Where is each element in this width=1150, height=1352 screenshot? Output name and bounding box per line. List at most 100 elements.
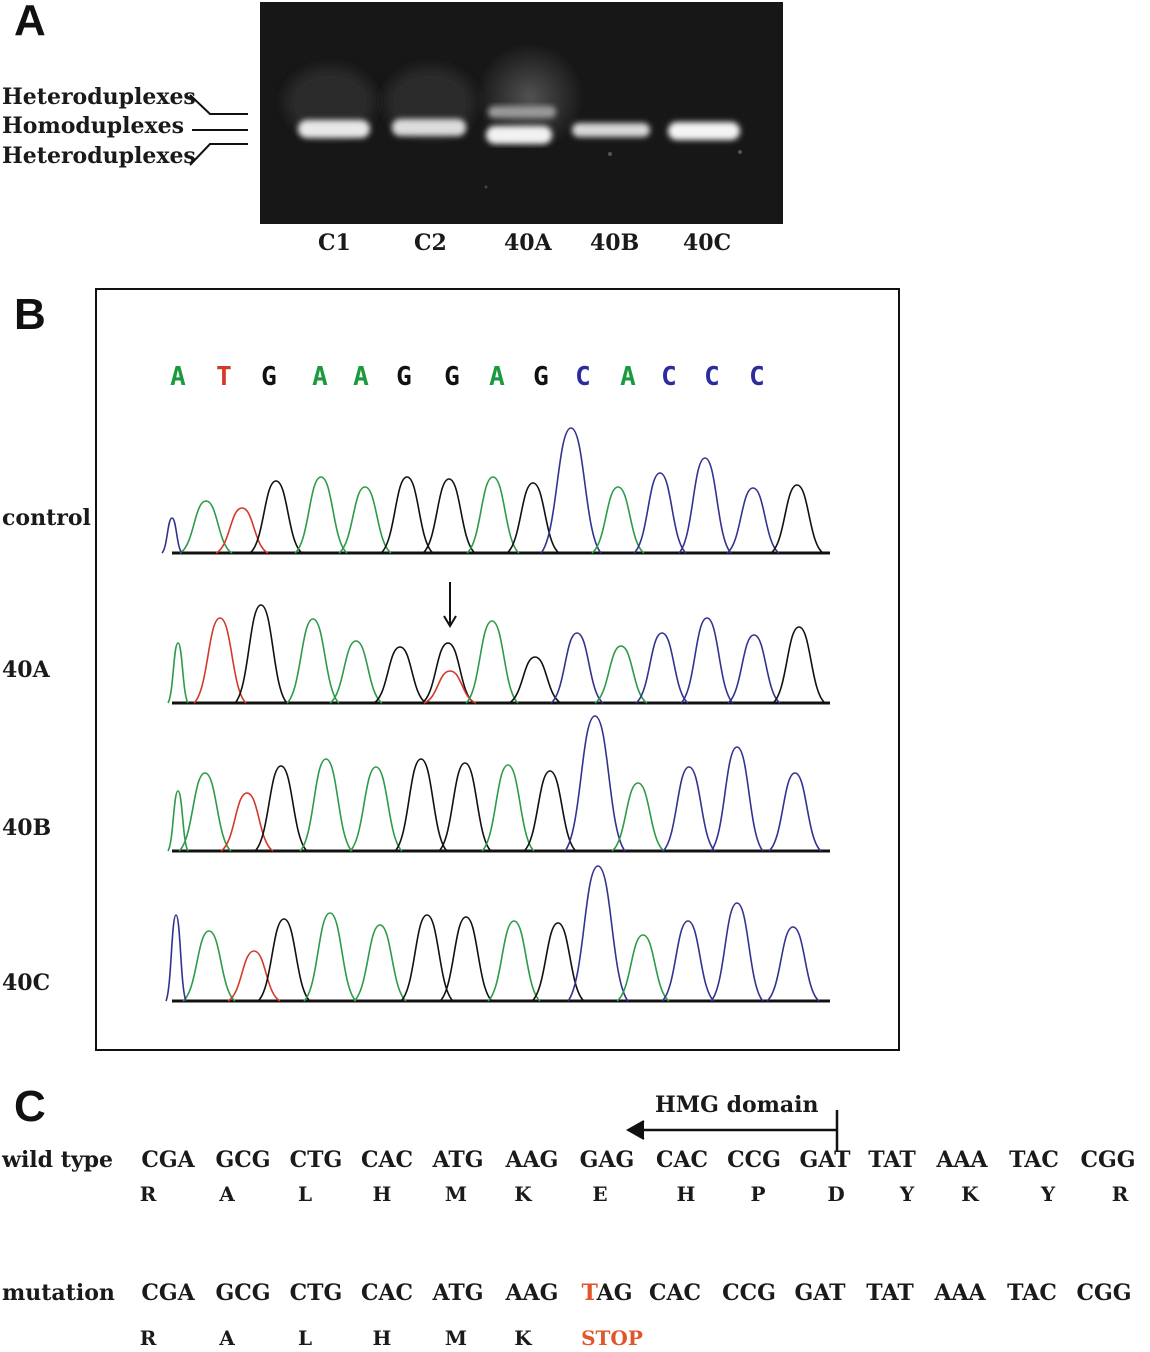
trace-peak (227, 950, 281, 1002)
mutation-amino-acid: A (219, 1326, 235, 1350)
trace-peak (254, 765, 308, 852)
wild-type-codon: TAT (868, 1147, 916, 1173)
chromatogram-traces (161, 427, 830, 1003)
trace-peak (165, 914, 187, 1002)
base-call: G (444, 362, 460, 392)
mutation-amino-acid: H (372, 1326, 392, 1350)
trace-peak (710, 746, 764, 852)
trace-peak (523, 770, 577, 852)
mutation-codon-stop: TAG (572, 1280, 642, 1306)
wild-type-amino-acid: D (827, 1182, 845, 1206)
base-call: G (261, 362, 277, 392)
trace-peak (286, 618, 340, 704)
wild-type-label: wild type (2, 1147, 114, 1173)
trace-peak (294, 476, 348, 554)
trace-peak (540, 427, 602, 554)
mutation-codon: TAC (1007, 1280, 1057, 1306)
trace-peak (215, 507, 269, 554)
trace-peak (179, 500, 233, 554)
mutated-base: T (581, 1280, 597, 1306)
trace-peak (178, 772, 232, 852)
wild-type-codon: CGA (141, 1147, 195, 1173)
trace-label-40b: 40B (2, 815, 52, 841)
gel-image (260, 2, 783, 224)
trace-peak (770, 484, 824, 554)
trace-peak (481, 764, 535, 852)
trace-peak (508, 656, 562, 704)
gel-bands (260, 2, 783, 224)
wild-type-amino-acid: K (514, 1182, 532, 1206)
lane-label-40b: 40B (590, 230, 640, 256)
trace-peak (257, 918, 311, 1002)
band-c2 (392, 119, 466, 136)
trace-peak (506, 482, 560, 554)
trace-peak (161, 517, 183, 554)
trace-peak (338, 486, 392, 554)
wild-type-amino-acid: K (961, 1182, 979, 1206)
trace-peak (423, 670, 477, 704)
wild-type-codon: CAC (655, 1147, 709, 1173)
trace-peak (616, 934, 670, 1002)
trace-peak (380, 476, 434, 554)
trace-peak (766, 926, 820, 1002)
trace-peak (167, 642, 189, 704)
wild-type-amino-acid: E (592, 1182, 608, 1206)
lane-label-40c: 40C (683, 230, 732, 256)
wild-type-codon: AAG (505, 1147, 559, 1173)
mutation-codon: GAT (794, 1280, 846, 1306)
base-call: C (661, 362, 677, 392)
mutation-amino-acid: L (297, 1326, 313, 1350)
base-call: A (353, 362, 369, 392)
trace-peak (594, 645, 648, 704)
mutation-codon: CCG (722, 1280, 776, 1306)
trace-peak (710, 902, 764, 1002)
trace-peak (193, 617, 247, 704)
trace-peak (726, 487, 780, 554)
wild-type-codon: GAG (579, 1147, 635, 1173)
wild-type-amino-acid: R (1111, 1182, 1129, 1206)
mutation-amino-acid: K (514, 1326, 532, 1350)
trace-peak (772, 626, 826, 704)
panel-b-letter: B (14, 290, 46, 339)
trace-peak (550, 632, 604, 704)
trace-peak (611, 782, 665, 852)
band-c1 (298, 120, 370, 138)
wild-type-amino-acid: H (372, 1182, 392, 1206)
base-call: T (216, 362, 232, 392)
wild-type-codon: GCG (215, 1147, 271, 1173)
base-call: A (170, 362, 186, 392)
wild-type-codon: GAT (799, 1147, 851, 1173)
wild-type-amino-acid: Y (899, 1182, 915, 1206)
trace-peak (465, 620, 519, 704)
lane-label-c2: C2 (414, 230, 447, 256)
mutation-codon: TAT (866, 1280, 914, 1306)
mutation-amino-acid: R (139, 1326, 157, 1350)
base-call: G (533, 362, 549, 392)
mutation-label: mutation (2, 1280, 115, 1306)
hmg-domain-label: HMG domain (655, 1092, 819, 1118)
base-call: A (312, 362, 328, 392)
mutation-codon: CTG (289, 1280, 343, 1306)
trace-peak (633, 472, 687, 554)
trace-peak (299, 758, 353, 852)
trace-peak (182, 930, 236, 1002)
lane-label-c1: C1 (318, 230, 351, 256)
trace-peak (635, 632, 689, 704)
band-40a-upper (488, 106, 556, 118)
panel-c-letter: C (14, 1082, 46, 1131)
wild-type-amino-acid: P (750, 1182, 766, 1206)
trace-peak (439, 916, 493, 1002)
band-label-heteroduplexes-upper: Heteroduplexes (2, 84, 196, 110)
trace-label-control: control (2, 505, 91, 531)
trace-peak (662, 766, 716, 852)
wild-type-codon: TAC (1009, 1147, 1059, 1173)
wild-type-amino-acid: L (297, 1182, 313, 1206)
band-40a-lower (486, 126, 552, 144)
band-leader-lines (189, 94, 248, 166)
lane-label-40a: 40A (504, 230, 552, 256)
mutation-codon: AAA (934, 1280, 986, 1306)
trace-peak (768, 772, 822, 852)
trace-peak (487, 920, 541, 1002)
wild-type-codon: CAC (360, 1147, 414, 1173)
trace-label-40a: 40A (2, 657, 50, 683)
